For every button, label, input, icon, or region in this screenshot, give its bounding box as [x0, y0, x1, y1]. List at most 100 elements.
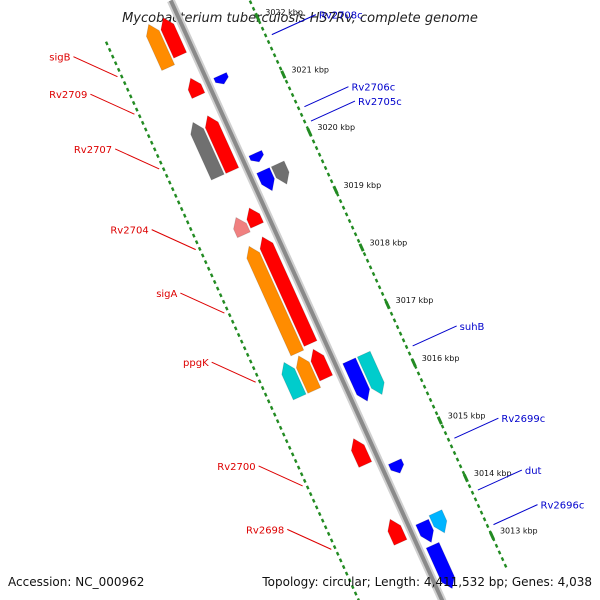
- track-dot-right: [338, 198, 343, 204]
- track-dot-right: [326, 172, 331, 177]
- label-leader-line: [287, 528, 332, 550]
- track-dot-right: [449, 444, 454, 449]
- track-dot-left: [326, 531, 331, 537]
- track-dot-left: [323, 525, 328, 530]
- kbp-tick-mark: [384, 300, 391, 310]
- gene-arrow-suhb-b: [356, 350, 385, 396]
- track-dot-right: [452, 450, 457, 456]
- track-dot-left: [305, 485, 310, 490]
- track-dot-right: [290, 92, 295, 98]
- label-leader-line: [180, 292, 225, 314]
- track-dot-left: [245, 352, 250, 358]
- gene-layer: [145, 17, 455, 590]
- track-dot-left: [314, 505, 319, 510]
- track-dot-left: [212, 279, 217, 285]
- track-dot-right: [443, 430, 448, 436]
- track-dot-right: [479, 510, 484, 515]
- track-dot-left: [353, 591, 358, 596]
- gene-arrow-siga: [246, 245, 305, 357]
- track-dot-left: [170, 187, 175, 192]
- gene-arrow-dut-b: [428, 509, 448, 534]
- track-dot-left: [176, 200, 181, 205]
- gene-arrow-rv2698: [387, 518, 408, 546]
- track-dot-right: [425, 391, 430, 396]
- track-dot-right: [293, 99, 298, 104]
- track-dot-right: [461, 470, 466, 476]
- kbp-tick-label: 3013 kbp: [500, 527, 538, 536]
- kbp-tick-label: 3017 kbp: [396, 296, 434, 305]
- track-dot-left: [233, 326, 238, 331]
- track-dot-right: [350, 225, 355, 230]
- track-dot-left: [242, 346, 247, 351]
- track-dot-left: [149, 140, 154, 145]
- tick-layer: 3022 kbp 3021 kbp 3020 kbp 3019 kbp 3018 kbp…: [104, 0, 538, 600]
- track-dot-left: [290, 452, 295, 457]
- track-dot-right: [503, 563, 508, 568]
- backbone-layer: [167, 0, 447, 600]
- gene-arrow-rv2700: [350, 437, 373, 468]
- track-dot-left: [206, 266, 211, 271]
- kbp-tick-label: 3016 kbp: [422, 354, 460, 363]
- gene-arrow-sigb-2: [160, 17, 188, 59]
- track-dot-right: [395, 324, 400, 330]
- gene-label: dut: [525, 466, 542, 477]
- track-dot-left: [347, 578, 352, 583]
- track-dot-right: [494, 543, 499, 548]
- gene-arrow-ppgk: [281, 361, 307, 401]
- gene-arrow-siga-b: [259, 236, 318, 347]
- track-dot-right: [455, 457, 460, 462]
- track-dot-left: [308, 491, 313, 497]
- track-dot-right: [266, 39, 271, 45]
- gene-label: sigB: [49, 53, 70, 64]
- kbp-tick-mark: [280, 70, 287, 79]
- track-dot-right: [374, 278, 379, 283]
- track-dot-left: [164, 173, 169, 179]
- track-dot-left: [221, 299, 226, 305]
- track-dot-right: [404, 344, 409, 350]
- label-leader-line: [151, 229, 196, 251]
- track-dot-right: [434, 411, 439, 416]
- gene-arrow-ppgk-c: [310, 348, 334, 382]
- track-dot-left: [188, 226, 193, 232]
- track-dot-left: [227, 312, 232, 318]
- track-dot-right: [257, 19, 262, 25]
- gene-label: Rv2698: [246, 525, 284, 536]
- track-dot-left: [239, 339, 244, 344]
- track-dot-right: [299, 112, 304, 118]
- gene-label: Rv2700: [217, 462, 255, 473]
- track-dot-right: [344, 212, 349, 217]
- track-dot-right: [371, 271, 376, 277]
- track-dot-left: [104, 41, 109, 46]
- track-dot-right: [431, 404, 436, 409]
- kbp-tick-label: 3021 kbp: [291, 66, 329, 75]
- track-dot-left: [107, 47, 112, 53]
- track-dot-right: [467, 484, 472, 489]
- gene-arrow-rv2704-b: [246, 207, 265, 229]
- track-dot-right: [446, 437, 451, 442]
- accession-text: Accession: NC_000962: [8, 575, 144, 589]
- track-dot-right: [311, 139, 316, 144]
- track-dot-left: [179, 206, 184, 212]
- gene-arrow-rv2704: [233, 216, 251, 239]
- track-dot-right: [296, 106, 301, 111]
- track-dot-left: [356, 598, 360, 600]
- track-dot-left: [131, 100, 136, 106]
- track-dot-left: [134, 107, 139, 112]
- track-dot-right: [497, 550, 502, 555]
- kbp-tick-mark: [488, 531, 495, 540]
- track-dot-left: [137, 114, 142, 119]
- track-dot-left: [119, 74, 124, 79]
- track-dot-right: [473, 497, 478, 502]
- track-dot-left: [224, 306, 229, 311]
- track-dot-right: [347, 218, 352, 224]
- track-dot-right: [476, 503, 481, 509]
- gene-label: Rv2704: [110, 226, 148, 237]
- gene-label: Rv2705c: [358, 97, 402, 108]
- track-dot-left: [269, 405, 274, 411]
- track-dot-left: [236, 332, 241, 338]
- track-dot-right: [323, 165, 328, 171]
- track-dot-left: [329, 538, 334, 543]
- track-dot-right: [272, 53, 277, 58]
- label-leader-line: [271, 14, 317, 36]
- gene-label: Rv2699c: [501, 414, 545, 425]
